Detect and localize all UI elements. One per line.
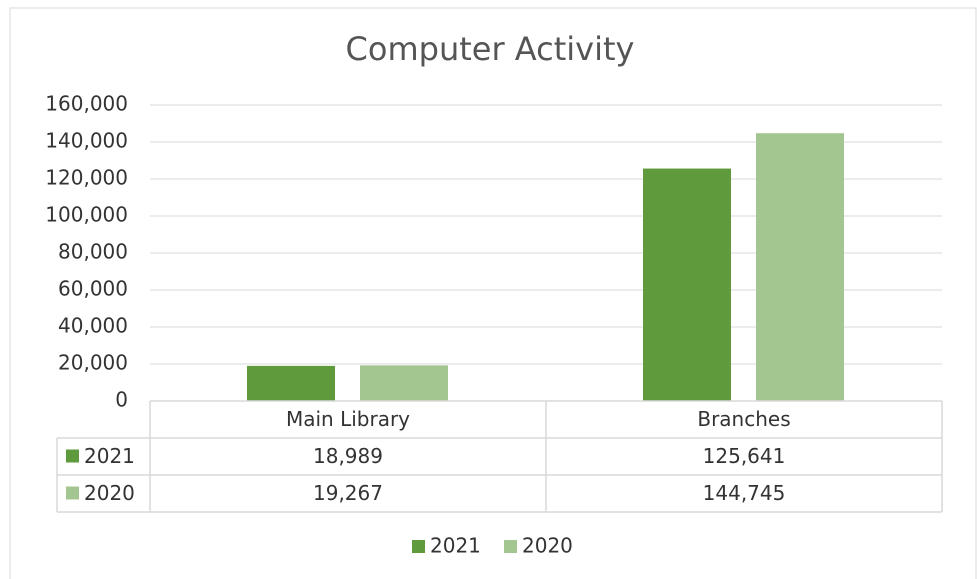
table-legend-key [66, 449, 79, 463]
y-tick-label: 60,000 [58, 277, 128, 301]
y-tick-label: 80,000 [58, 240, 128, 264]
table-value: 144,745 [703, 481, 786, 505]
y-tick-label: 20,000 [58, 351, 128, 375]
bar [247, 365, 335, 401]
table-series-name: 2020 [84, 481, 135, 505]
table-value: 19,267 [313, 481, 383, 505]
bar [360, 365, 448, 401]
legend-key [504, 540, 517, 553]
y-tick-label: 140,000 [45, 129, 128, 153]
y-tick-label: 0 [115, 388, 128, 412]
y-tick-label: 160,000 [45, 92, 128, 116]
table-series-name: 2021 [84, 444, 135, 468]
legend-key [412, 540, 425, 553]
x-tick-label: Branches [697, 407, 790, 431]
chart-title: Computer Activity [346, 30, 635, 68]
y-tick-label: 120,000 [45, 166, 128, 190]
legend-label: 2021 [430, 534, 481, 558]
table-value: 125,641 [703, 444, 786, 468]
table-legend-key [66, 486, 79, 500]
legend-label: 2020 [522, 534, 573, 558]
y-tick-label: 100,000 [45, 203, 128, 227]
bar [756, 133, 844, 402]
bar [643, 168, 731, 401]
x-tick-label: Main Library [286, 407, 410, 431]
table-value: 18,989 [313, 444, 383, 468]
y-tick-label: 40,000 [58, 314, 128, 338]
